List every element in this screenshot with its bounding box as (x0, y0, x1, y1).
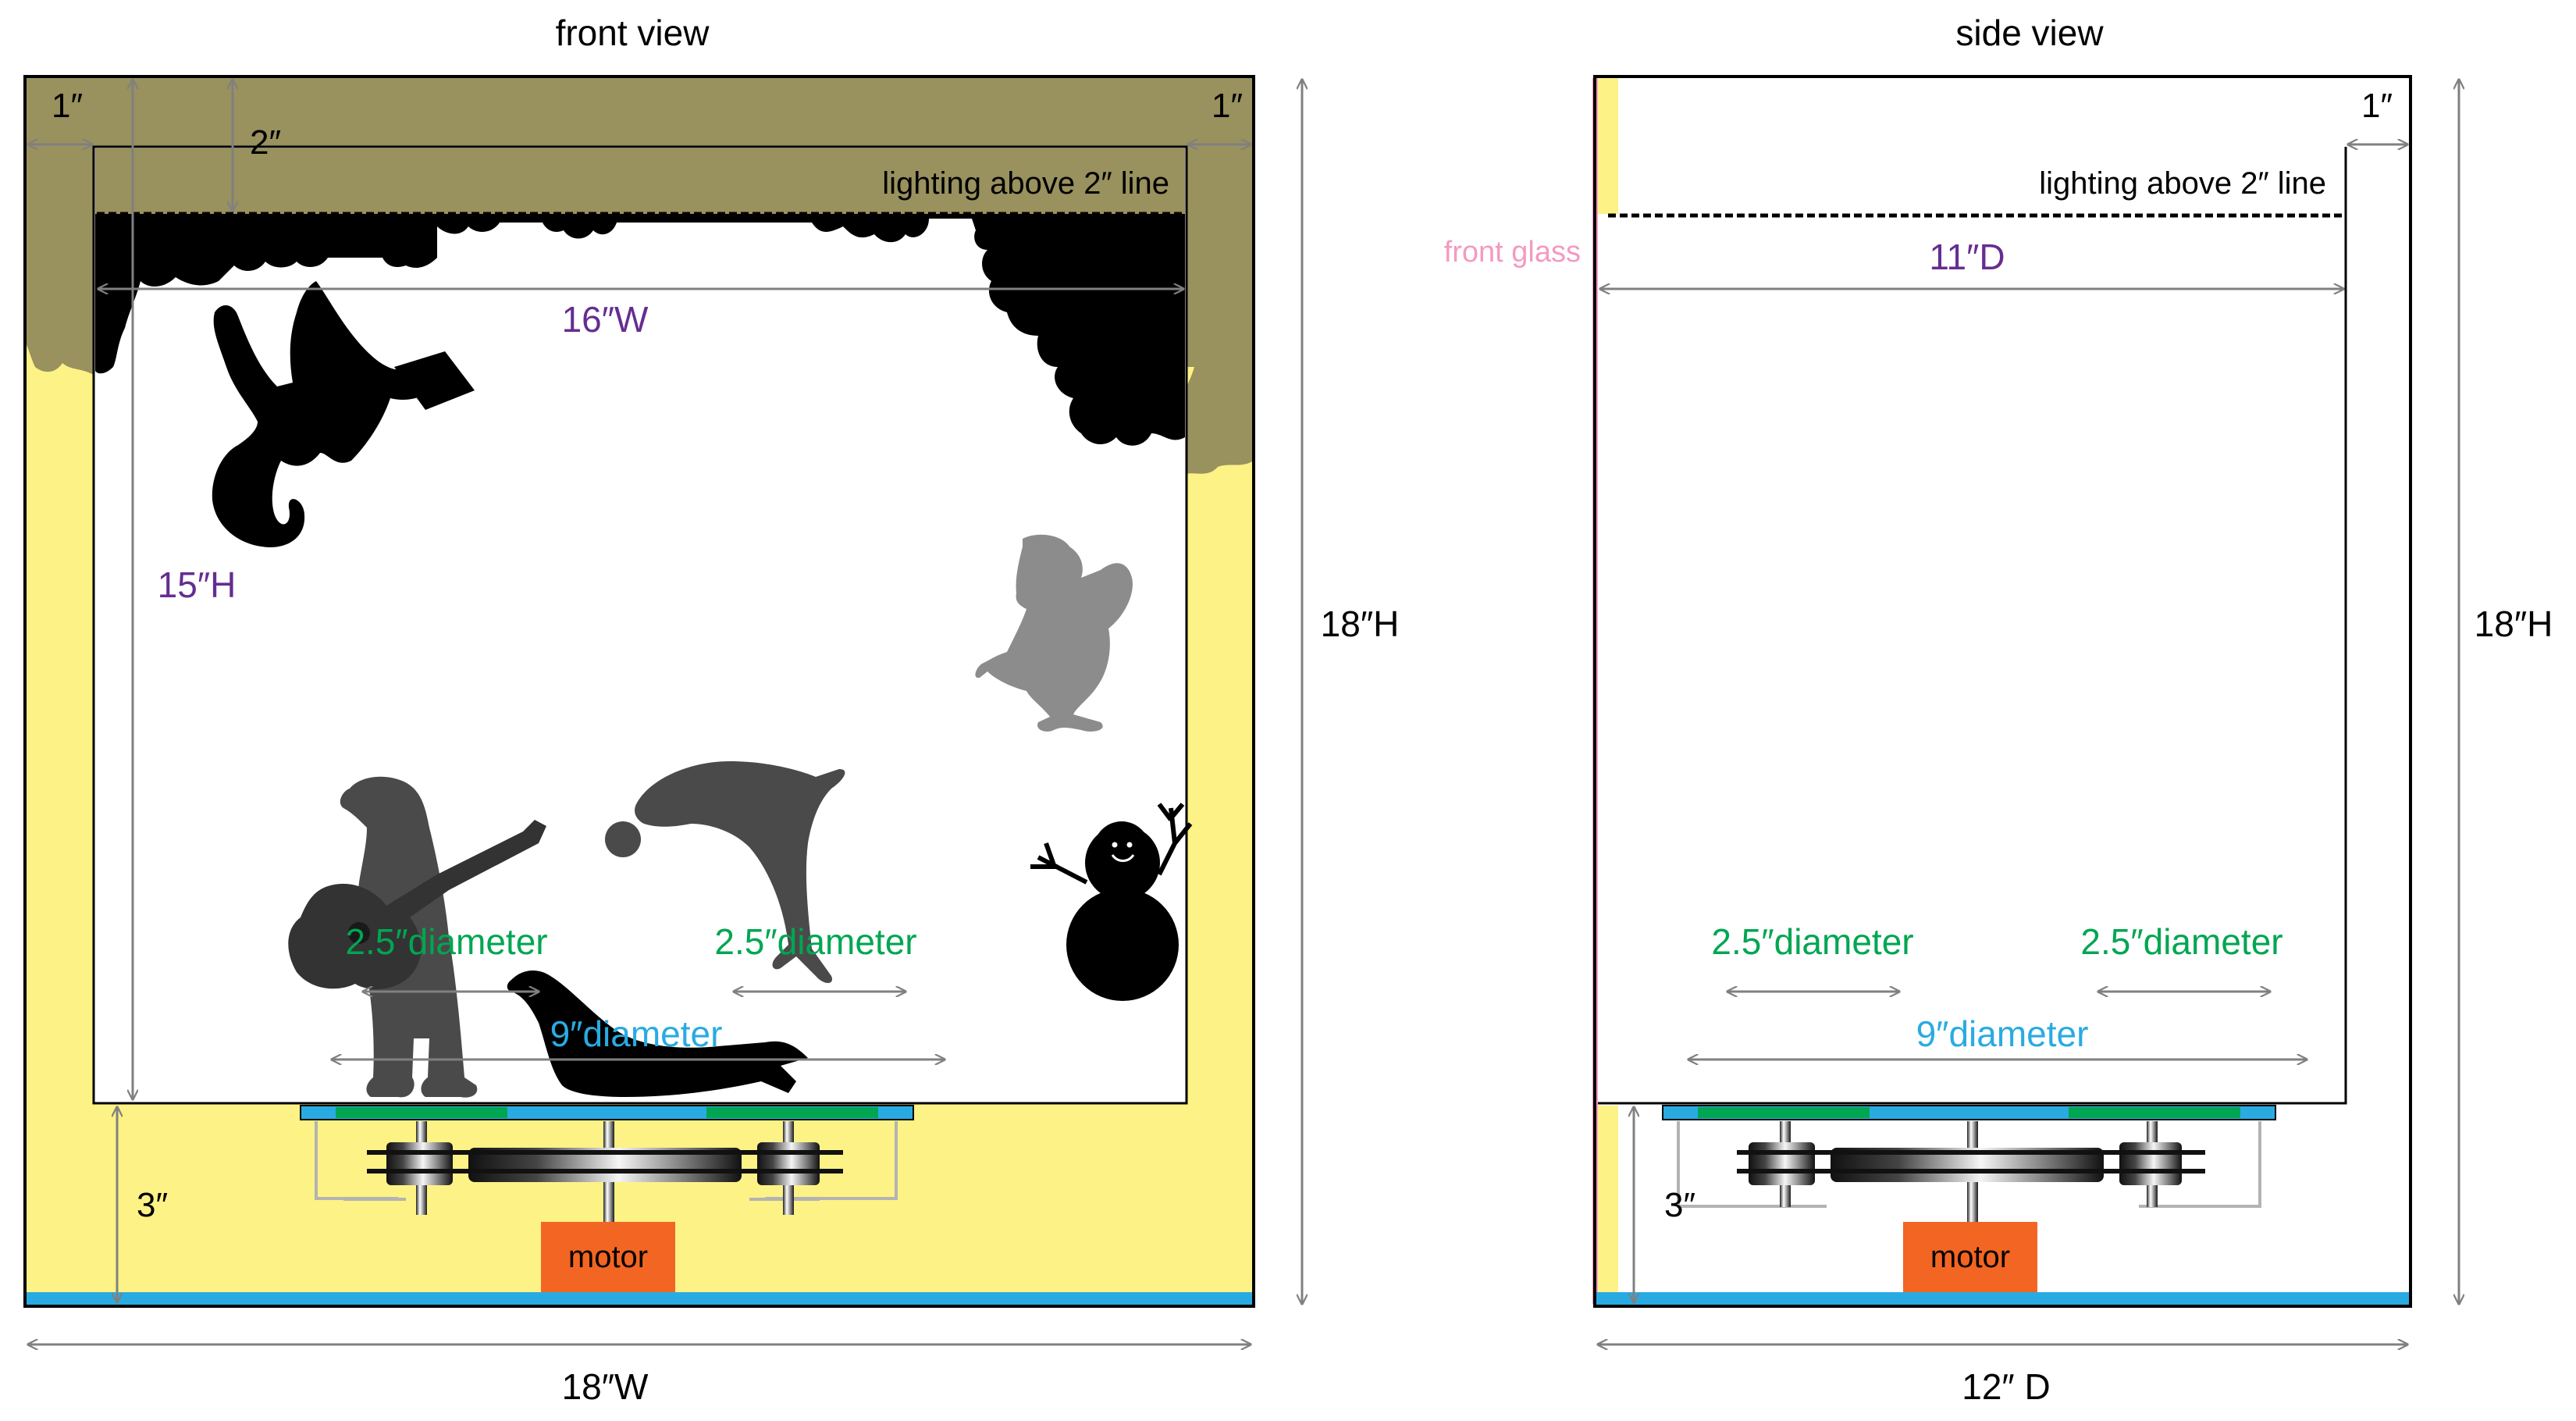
front-belt (367, 1150, 843, 1173)
front-turntable-label: 9″diameter (550, 1013, 723, 1054)
front-view-title: front view (556, 12, 710, 53)
front-motor (541, 1222, 675, 1292)
side-gear-right-label: 2.5″diameter (2080, 921, 2282, 962)
guitar-soundhole (348, 922, 370, 944)
side-gear-right (2069, 1107, 2240, 1118)
front-base-label: 3″ (137, 1186, 168, 1224)
front-lighting-label: lighting above 2″ line (882, 166, 1169, 201)
side-motor (1903, 1222, 2037, 1292)
front-gear-right-label: 2.5″diameter (714, 921, 916, 962)
front-inner-height-label: 15″H (158, 564, 237, 605)
side-belt (1737, 1150, 2205, 1173)
side-cabinet (1595, 77, 2411, 1306)
side-cabinet-frame (1593, 75, 2412, 1308)
side-lighting-label: lighting above 2″ line (2039, 166, 2326, 201)
front-view: motor front view 1″ 1″ 2″ lighting above… (23, 12, 1400, 1407)
ball-silhouette (605, 821, 641, 857)
side-front-glass-label: front glass (1444, 236, 1581, 269)
side-view: motor side view 1″ lighting above 2″ lin… (1444, 12, 2553, 1407)
side-front-yellow-bottom (1595, 1106, 1618, 1293)
front-cabinet-frame (23, 75, 1255, 1308)
front-pulley-left (386, 1142, 453, 1185)
front-base-plate (25, 1292, 1254, 1306)
side-pulley-left (1749, 1142, 1815, 1185)
front-top-band-label: 2″ (250, 123, 281, 162)
leaping-seal-silhouette (635, 761, 845, 983)
snowman-silhouette (1030, 803, 1193, 1001)
side-motor-label: motor (1930, 1240, 2010, 1274)
penguin-silhouette (975, 534, 1133, 732)
front-motor-label: motor (568, 1240, 648, 1274)
front-gear-left (336, 1107, 507, 1118)
foliage-silhouette (95, 214, 1185, 446)
monkey-book (394, 351, 475, 410)
front-pulley-right (757, 1142, 820, 1185)
side-base-label: 3″ (1664, 1186, 1695, 1224)
guitar-silhouette (288, 820, 546, 989)
side-inner-box (1596, 147, 2347, 1105)
side-front-yellow-top (1595, 78, 1618, 214)
side-inner-depth-label: 11″D (1929, 237, 2005, 277)
side-turntable-label: 9″diameter (1916, 1013, 2089, 1054)
front-outer-height-label: 18″H (1321, 604, 1400, 644)
side-gear-left (1698, 1107, 1870, 1118)
front-light-zone (95, 148, 1185, 214)
side-base-plate (1595, 1292, 2411, 1306)
side-view-title: side view (1955, 12, 2104, 53)
side-mechanism-frame (1677, 1121, 2261, 1208)
front-gear-right (706, 1107, 878, 1118)
side-outer-height-label: 18″H (2475, 604, 2553, 644)
side-pulley-right (2119, 1142, 2182, 1185)
side-outer-depth-label: 12″ D (1962, 1366, 2050, 1407)
front-wall-right-label: 1″ (1212, 87, 1243, 125)
front-inner-width-label: 16″W (562, 299, 649, 340)
monkey-silhouette (212, 281, 445, 547)
front-gear-left-label: 2.5″diameter (345, 921, 547, 962)
lying-seal-silhouette (507, 970, 808, 1097)
front-wall-left-label: 1″ (52, 87, 83, 125)
front-outer-width-label: 18″W (562, 1366, 649, 1407)
side-wall-right-label: 1″ (2361, 87, 2393, 125)
side-gear-left-label: 2.5″diameter (1711, 921, 1913, 962)
